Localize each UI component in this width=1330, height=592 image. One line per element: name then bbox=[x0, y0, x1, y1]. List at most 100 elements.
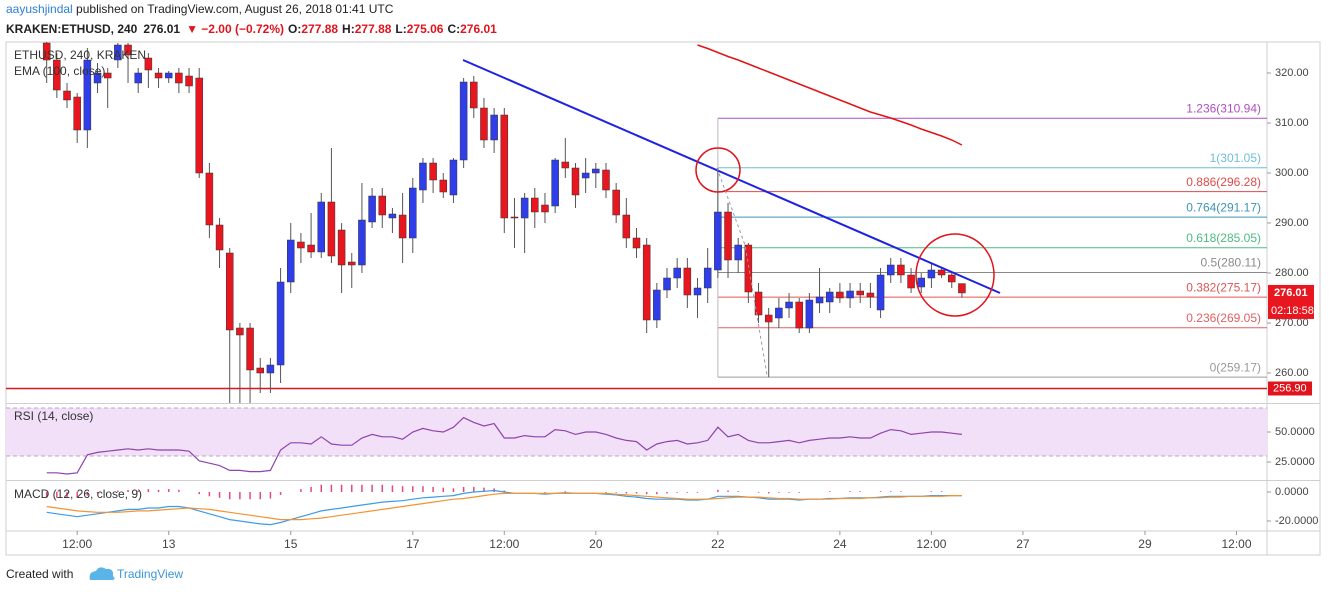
fib-label: 0.618(285.05) bbox=[1186, 231, 1261, 245]
candle-body bbox=[256, 367, 264, 374]
histogram-bar bbox=[889, 491, 892, 492]
y-tick-label: 25.0000 bbox=[1275, 456, 1315, 468]
symbol: KRAKEN:ETHUSD, 240 bbox=[6, 22, 138, 36]
candle-body bbox=[734, 244, 742, 261]
candle-body bbox=[164, 72, 173, 79]
candle-body bbox=[449, 159, 458, 196]
frame-border bbox=[5, 41, 1321, 556]
histogram-bar bbox=[412, 486, 414, 492]
candle-body bbox=[897, 264, 905, 276]
indicator-title: MACD (12, 26, close, 9) bbox=[14, 487, 142, 501]
fib-label: 1(301.05) bbox=[1210, 151, 1261, 165]
histogram-bar bbox=[879, 491, 882, 492]
histogram-bar bbox=[76, 491, 78, 498]
histogram-bar bbox=[157, 489, 160, 492]
histogram-bar bbox=[96, 491, 99, 494]
candle-body bbox=[63, 90, 71, 101]
indicator-line bbox=[46, 492, 962, 521]
c-label: C: bbox=[447, 22, 460, 36]
candle-body bbox=[785, 301, 793, 309]
candle-body bbox=[693, 287, 702, 296]
created-with: Created with bbox=[6, 567, 73, 581]
candle-body bbox=[500, 114, 509, 219]
histogram-bar bbox=[422, 486, 424, 492]
histogram-bar bbox=[940, 491, 943, 492]
candle-body bbox=[856, 290, 864, 296]
candle-body bbox=[795, 301, 803, 329]
fib-label: 0.764(291.17) bbox=[1186, 200, 1261, 214]
candle-body bbox=[429, 162, 437, 181]
candle-body bbox=[103, 72, 112, 79]
candle-body bbox=[551, 159, 559, 207]
candle-body bbox=[703, 267, 712, 289]
candle-body bbox=[937, 269, 946, 276]
candle-body bbox=[673, 267, 681, 279]
indicator-line bbox=[46, 416, 962, 475]
histogram-bar bbox=[625, 491, 628, 494]
candle-body bbox=[286, 239, 295, 283]
fib-label: 0(259.17) bbox=[1210, 360, 1261, 374]
candle-body bbox=[409, 187, 417, 239]
histogram-bar bbox=[442, 487, 445, 492]
x-tick-label: 12:00 bbox=[1221, 537, 1251, 551]
candle-body bbox=[876, 274, 885, 311]
histogram-bar bbox=[767, 491, 770, 494]
o-value: 277.88 bbox=[301, 22, 338, 36]
histogram-bar bbox=[849, 491, 851, 492]
candle-body bbox=[917, 277, 925, 288]
histogram-bar bbox=[351, 484, 353, 492]
o-label: O: bbox=[288, 22, 301, 36]
candle-body bbox=[114, 44, 122, 61]
candle-body bbox=[775, 307, 783, 319]
brand[interactable]: TradingView bbox=[117, 567, 183, 581]
y-tick-label: -20.0000 bbox=[1275, 515, 1318, 527]
histogram-bar bbox=[259, 491, 261, 500]
histogram-bar bbox=[340, 484, 343, 492]
candle-body bbox=[714, 211, 722, 271]
histogram-bar bbox=[66, 491, 68, 498]
countdown: 02:18:58 bbox=[1271, 305, 1314, 317]
rsi-band bbox=[6, 408, 1267, 457]
histogram-bar bbox=[330, 484, 333, 492]
candle-body bbox=[439, 179, 448, 193]
candle-body bbox=[907, 274, 915, 289]
candle-body bbox=[205, 172, 214, 226]
candle-body bbox=[958, 283, 966, 294]
h-value: 277.88 bbox=[355, 22, 392, 36]
candle-body bbox=[236, 327, 244, 336]
candle-body bbox=[744, 244, 753, 293]
histogram-bar bbox=[717, 489, 719, 492]
ema-line bbox=[697, 44, 963, 146]
x-tick-label: 20 bbox=[589, 537, 603, 551]
histogram-bar bbox=[859, 491, 861, 492]
x-tick-label: 22 bbox=[711, 537, 725, 551]
fib-label: 0.236(269.05) bbox=[1186, 311, 1261, 325]
histogram-bar bbox=[788, 491, 790, 493]
candle-body bbox=[531, 197, 539, 213]
candle-body bbox=[480, 107, 488, 141]
y-tick-label: 310.00 bbox=[1275, 117, 1309, 129]
candle-body bbox=[297, 241, 305, 249]
candle-body bbox=[215, 224, 224, 251]
candle-body bbox=[398, 214, 407, 239]
candle-body bbox=[653, 289, 661, 321]
histogram-bar bbox=[666, 491, 668, 494]
candle-body bbox=[337, 229, 346, 266]
legend-ema: EMA (100, close) bbox=[14, 64, 105, 78]
histogram-bar bbox=[391, 485, 394, 492]
histogram-bar bbox=[218, 491, 221, 498]
candle-body bbox=[93, 72, 102, 84]
legend-symbol: ETHUSD, 240, KRAKEN bbox=[14, 48, 146, 62]
histogram-bar bbox=[167, 489, 170, 492]
trend-line bbox=[462, 59, 1001, 294]
histogram-bar bbox=[320, 484, 322, 492]
candle-body bbox=[510, 216, 519, 219]
fib-label: 0.382(275.17) bbox=[1186, 280, 1261, 294]
histogram-bar bbox=[361, 484, 363, 492]
x-tick-label: 12:00 bbox=[916, 537, 946, 551]
y-tick-label: 50.0000 bbox=[1275, 426, 1315, 438]
candle-body bbox=[307, 244, 315, 253]
author[interactable]: aayushjindal bbox=[6, 2, 73, 16]
